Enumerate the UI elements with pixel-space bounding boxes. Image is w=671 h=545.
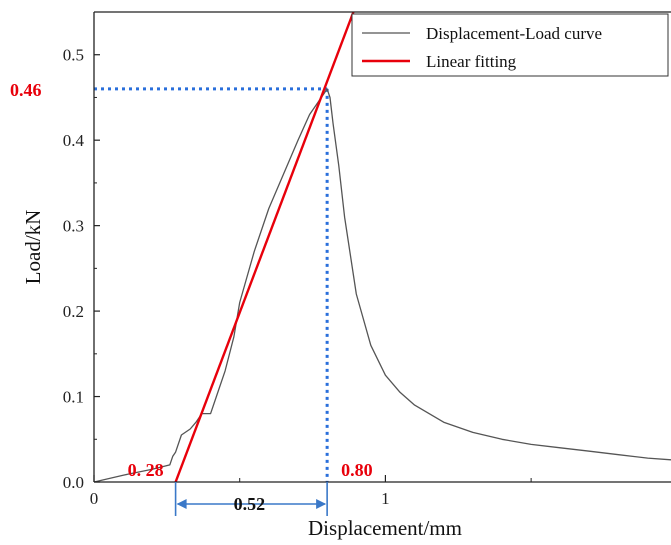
y-tick-label: 0.5 [63, 46, 84, 65]
legend-box [351, 13, 669, 77]
y-tick-label: 0.3 [63, 217, 84, 236]
y-tick-label: 0.0 [63, 473, 84, 492]
legend-label-displacement-load: Displacement-Load curve [426, 24, 602, 43]
legend-label-linear-fitting: Linear fitting [426, 52, 517, 71]
span-label: 0.52 [234, 494, 266, 514]
x-axis-label: Displacement/mm [308, 516, 462, 540]
y-tick-label: 0.4 [63, 131, 85, 150]
legend: Displacement-Load curve Linear fitting [351, 13, 669, 77]
y-tick-label: 0.2 [63, 302, 84, 321]
y-axis-label: Load/kN [21, 210, 45, 285]
peak-disp-label: 0.80 [341, 460, 373, 480]
linear-fitting-line [174, 12, 355, 482]
peak-load-label: 0.46 [10, 80, 42, 100]
displacement-load-curve [94, 88, 671, 482]
span-arrow-left-head [176, 499, 187, 509]
y-tick-label: 0.1 [63, 388, 84, 407]
x-tick-label: 1 [381, 489, 390, 508]
start-disp-label: 0. 28 [128, 460, 164, 480]
span-arrow-right-head [316, 499, 327, 509]
x-tick-label: 0 [90, 489, 99, 508]
